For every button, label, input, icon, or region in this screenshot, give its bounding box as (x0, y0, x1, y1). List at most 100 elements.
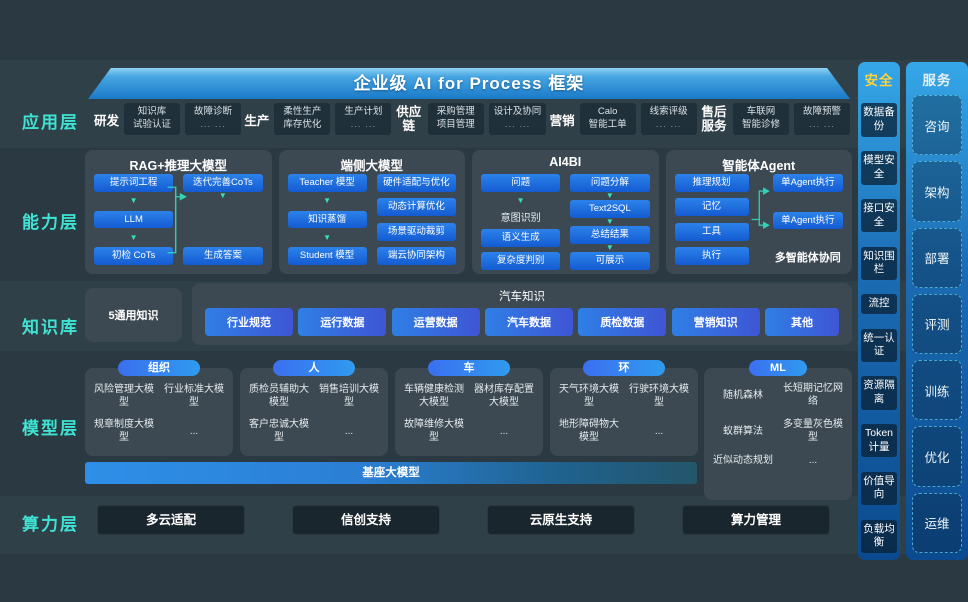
model-item: 蚁群算法 (723, 425, 763, 437)
model-pill-vehicle[interactable]: 车 (428, 360, 510, 376)
rag-step-refine-cots[interactable]: 迭代完善CoTs (183, 174, 263, 192)
app-group-rnd: 研发 知识库 试验认证 故障诊断 ... ... (94, 103, 242, 135)
model-pill-organization[interactable]: 组织 (118, 360, 200, 376)
compute-xinchuang[interactable]: 信创支持 (292, 505, 440, 535)
compute-management[interactable]: 算力管理 (682, 505, 830, 535)
general-knowledge-box[interactable]: 5通用知识 (85, 288, 182, 342)
app-item-line: Calo (597, 106, 618, 118)
service-item-evaluation[interactable]: 评测 (912, 293, 962, 355)
security-item-token[interactable]: Token计量 (861, 424, 897, 458)
agent-memory[interactable]: 记忆 (674, 198, 749, 217)
security-item-loadbalance[interactable]: 负载均衡 (861, 519, 897, 553)
rag-step-answer[interactable]: 生成答案 (183, 247, 263, 265)
edge-feature-scene[interactable]: 场景驱动裁剪 (376, 222, 456, 241)
rag-step-llm[interactable]: LLM (94, 210, 174, 229)
service-item-deployment[interactable]: 部署 (912, 227, 962, 288)
model-pill-people[interactable]: 人 (273, 360, 355, 376)
application-layer-row: 研发 知识库 试验认证 故障诊断 ... ... 生产 柔性生产 库存优化 生产… (94, 98, 850, 140)
agent-multi-caption: 多智能体协同 (774, 252, 841, 264)
app-item-line: 故障预警 (802, 106, 841, 118)
app-item[interactable]: 故障预警 ... ... (794, 103, 850, 135)
ai4bi-decompose[interactable]: 问题分解 (570, 174, 650, 192)
edge-distillation[interactable]: 知识蒸馏 (287, 210, 367, 229)
agent-tools[interactable]: 工具 (674, 222, 749, 241)
ai4bi-semantic-gen[interactable]: 语义生成 (481, 229, 561, 247)
ai4bi-summarize[interactable]: 总结结果 (570, 225, 650, 244)
ai4bi-text2sql[interactable]: Text2SQL (570, 199, 650, 218)
security-item-isolation[interactable]: 资源隔离 (861, 376, 897, 410)
auto-knowledge-box: 汽车知识 行业规范 运行数据 运营数据 汽车数据 质检数据 营销知识 其他 (192, 283, 852, 345)
app-item[interactable]: Calo 智能工单 (579, 103, 636, 135)
agent-single-exec-2[interactable]: 单Agent执行 (772, 211, 843, 230)
capability-layer-row: RAG+推理大模型 提示词工程 ▼ LLM ▼ 初检 CoTs 迭代完善CoTs… (85, 150, 852, 274)
app-item[interactable]: 车联网 智能诊修 (733, 103, 789, 135)
app-item[interactable]: 设计及协同 ... ... (488, 103, 547, 135)
arrow-down-icon: ▼ (129, 196, 138, 206)
app-item-line: 采购管理 (436, 106, 475, 118)
app-item[interactable]: 故障诊断 ... ... (185, 103, 242, 135)
rag-step-prompt[interactable]: 提示词工程 (94, 174, 174, 192)
app-group-production: 生产 柔性生产 库存优化 生产计划 ... ... (244, 103, 392, 135)
agent-single-exec-1[interactable]: 单Agent执行 (772, 174, 843, 192)
knowledge-pill-vehicle-data[interactable]: 汽车数据 (484, 308, 573, 336)
arrow-down-icon: ▼ (323, 196, 332, 206)
ai4bi-question[interactable]: 问题 (481, 174, 561, 192)
knowledge-pill-marketing[interactable]: 营销知识 (671, 308, 760, 336)
app-group-aftersales: 售后服务 车联网 智能诊修 故障预警 ... ... (700, 103, 850, 135)
service-item-consulting[interactable]: 咨询 (912, 95, 962, 156)
app-item-line: 设计及协同 (493, 106, 542, 118)
knowledge-pill-industry[interactable]: 行业规范 (205, 308, 293, 336)
box-title: 智能体Agent (722, 159, 796, 173)
edge-student-model[interactable]: Student 模型 (287, 247, 367, 265)
app-item-line: 生产计划 (344, 106, 383, 118)
knowledge-pill-operation-data[interactable]: 运行数据 (298, 308, 387, 336)
app-item[interactable]: 线索评级 ... ... (640, 103, 697, 135)
app-item[interactable]: 知识库 试验认证 (124, 103, 181, 135)
model-item: 近似动态规划 (713, 455, 773, 466)
knowledge-pill-other[interactable]: 其他 (764, 308, 839, 336)
security-item-model[interactable]: 模型安全 (861, 151, 897, 185)
ai4bi-complexity[interactable]: 复杂度判别 (481, 251, 561, 270)
security-item-api[interactable]: 接口安全 (861, 198, 897, 233)
service-item-operations[interactable]: 运维 (912, 492, 962, 553)
knowledge-pill-ops-data[interactable]: 运营数据 (391, 308, 480, 336)
security-item-flowcontrol[interactable]: 流控 (861, 294, 897, 315)
security-item-value[interactable]: 价值导向 (861, 471, 897, 506)
app-group-label: 生产 (244, 113, 270, 128)
app-group-supply-chain: 供应链 采购管理 项目管理 设计及协同 ... ... (395, 103, 547, 135)
rag-step-initial-cots[interactable]: 初检 CoTs (94, 247, 174, 265)
app-item[interactable]: 生产计划 ... ... (335, 103, 392, 135)
security-item-backup[interactable]: 数据备份 (861, 103, 897, 137)
model-item: 长短期记忆网络 (783, 383, 843, 407)
model-item: 风险管理大模型 (94, 384, 154, 408)
compute-cloudnative[interactable]: 云原生支持 (487, 505, 635, 535)
security-item-guardrail[interactable]: 知识围栏 (861, 246, 897, 280)
app-item[interactable]: 采购管理 项目管理 (427, 103, 484, 135)
ellipsis: ... (654, 425, 664, 437)
ellipsis: ... ... (504, 119, 531, 130)
ellipsis: ... (808, 455, 818, 466)
agent-execute[interactable]: 执行 (674, 247, 749, 265)
app-item-line: 项目管理 (436, 119, 475, 130)
model-pill-environment[interactable]: 环 (583, 360, 665, 376)
knowledge-pill-qc-data[interactable]: 质检数据 (578, 308, 667, 336)
ai4bi-display[interactable]: 可展示 (570, 251, 650, 270)
model-pill-ml[interactable]: ML (749, 360, 807, 376)
security-item-auth[interactable]: 统一认证 (861, 328, 897, 362)
app-item-line: 试验认证 (133, 119, 172, 130)
model-item: 规章制度大模型 (94, 419, 154, 443)
service-item-training[interactable]: 训练 (912, 360, 962, 421)
app-item[interactable]: 柔性生产 库存优化 (274, 103, 331, 135)
edge-feature-hw[interactable]: 硬件适配与优化 (376, 174, 456, 192)
service-item-optimization[interactable]: 优化 (912, 426, 962, 487)
edge-feature-cloud[interactable]: 端云协同架构 (376, 247, 456, 265)
model-item: 行业标准大模型 (164, 384, 224, 408)
agent-planning[interactable]: 推理规划 (674, 174, 749, 192)
compute-multicloud[interactable]: 多云适配 (97, 505, 245, 535)
model-group-vehicle: 车 车辆健康检测大模型 器材库存配置大模型 故障维修大模型 ... (395, 360, 543, 456)
edge-teacher-model[interactable]: Teacher 模型 (287, 174, 367, 192)
app-group-marketing: 营销 Calo 智能工单 线索评级 ... ... (550, 103, 697, 135)
edge-feature-dynamic[interactable]: 动态计算优化 (376, 198, 456, 217)
service-item-architecture[interactable]: 架构 (912, 161, 962, 222)
model-item: 随机森林 (723, 389, 763, 401)
